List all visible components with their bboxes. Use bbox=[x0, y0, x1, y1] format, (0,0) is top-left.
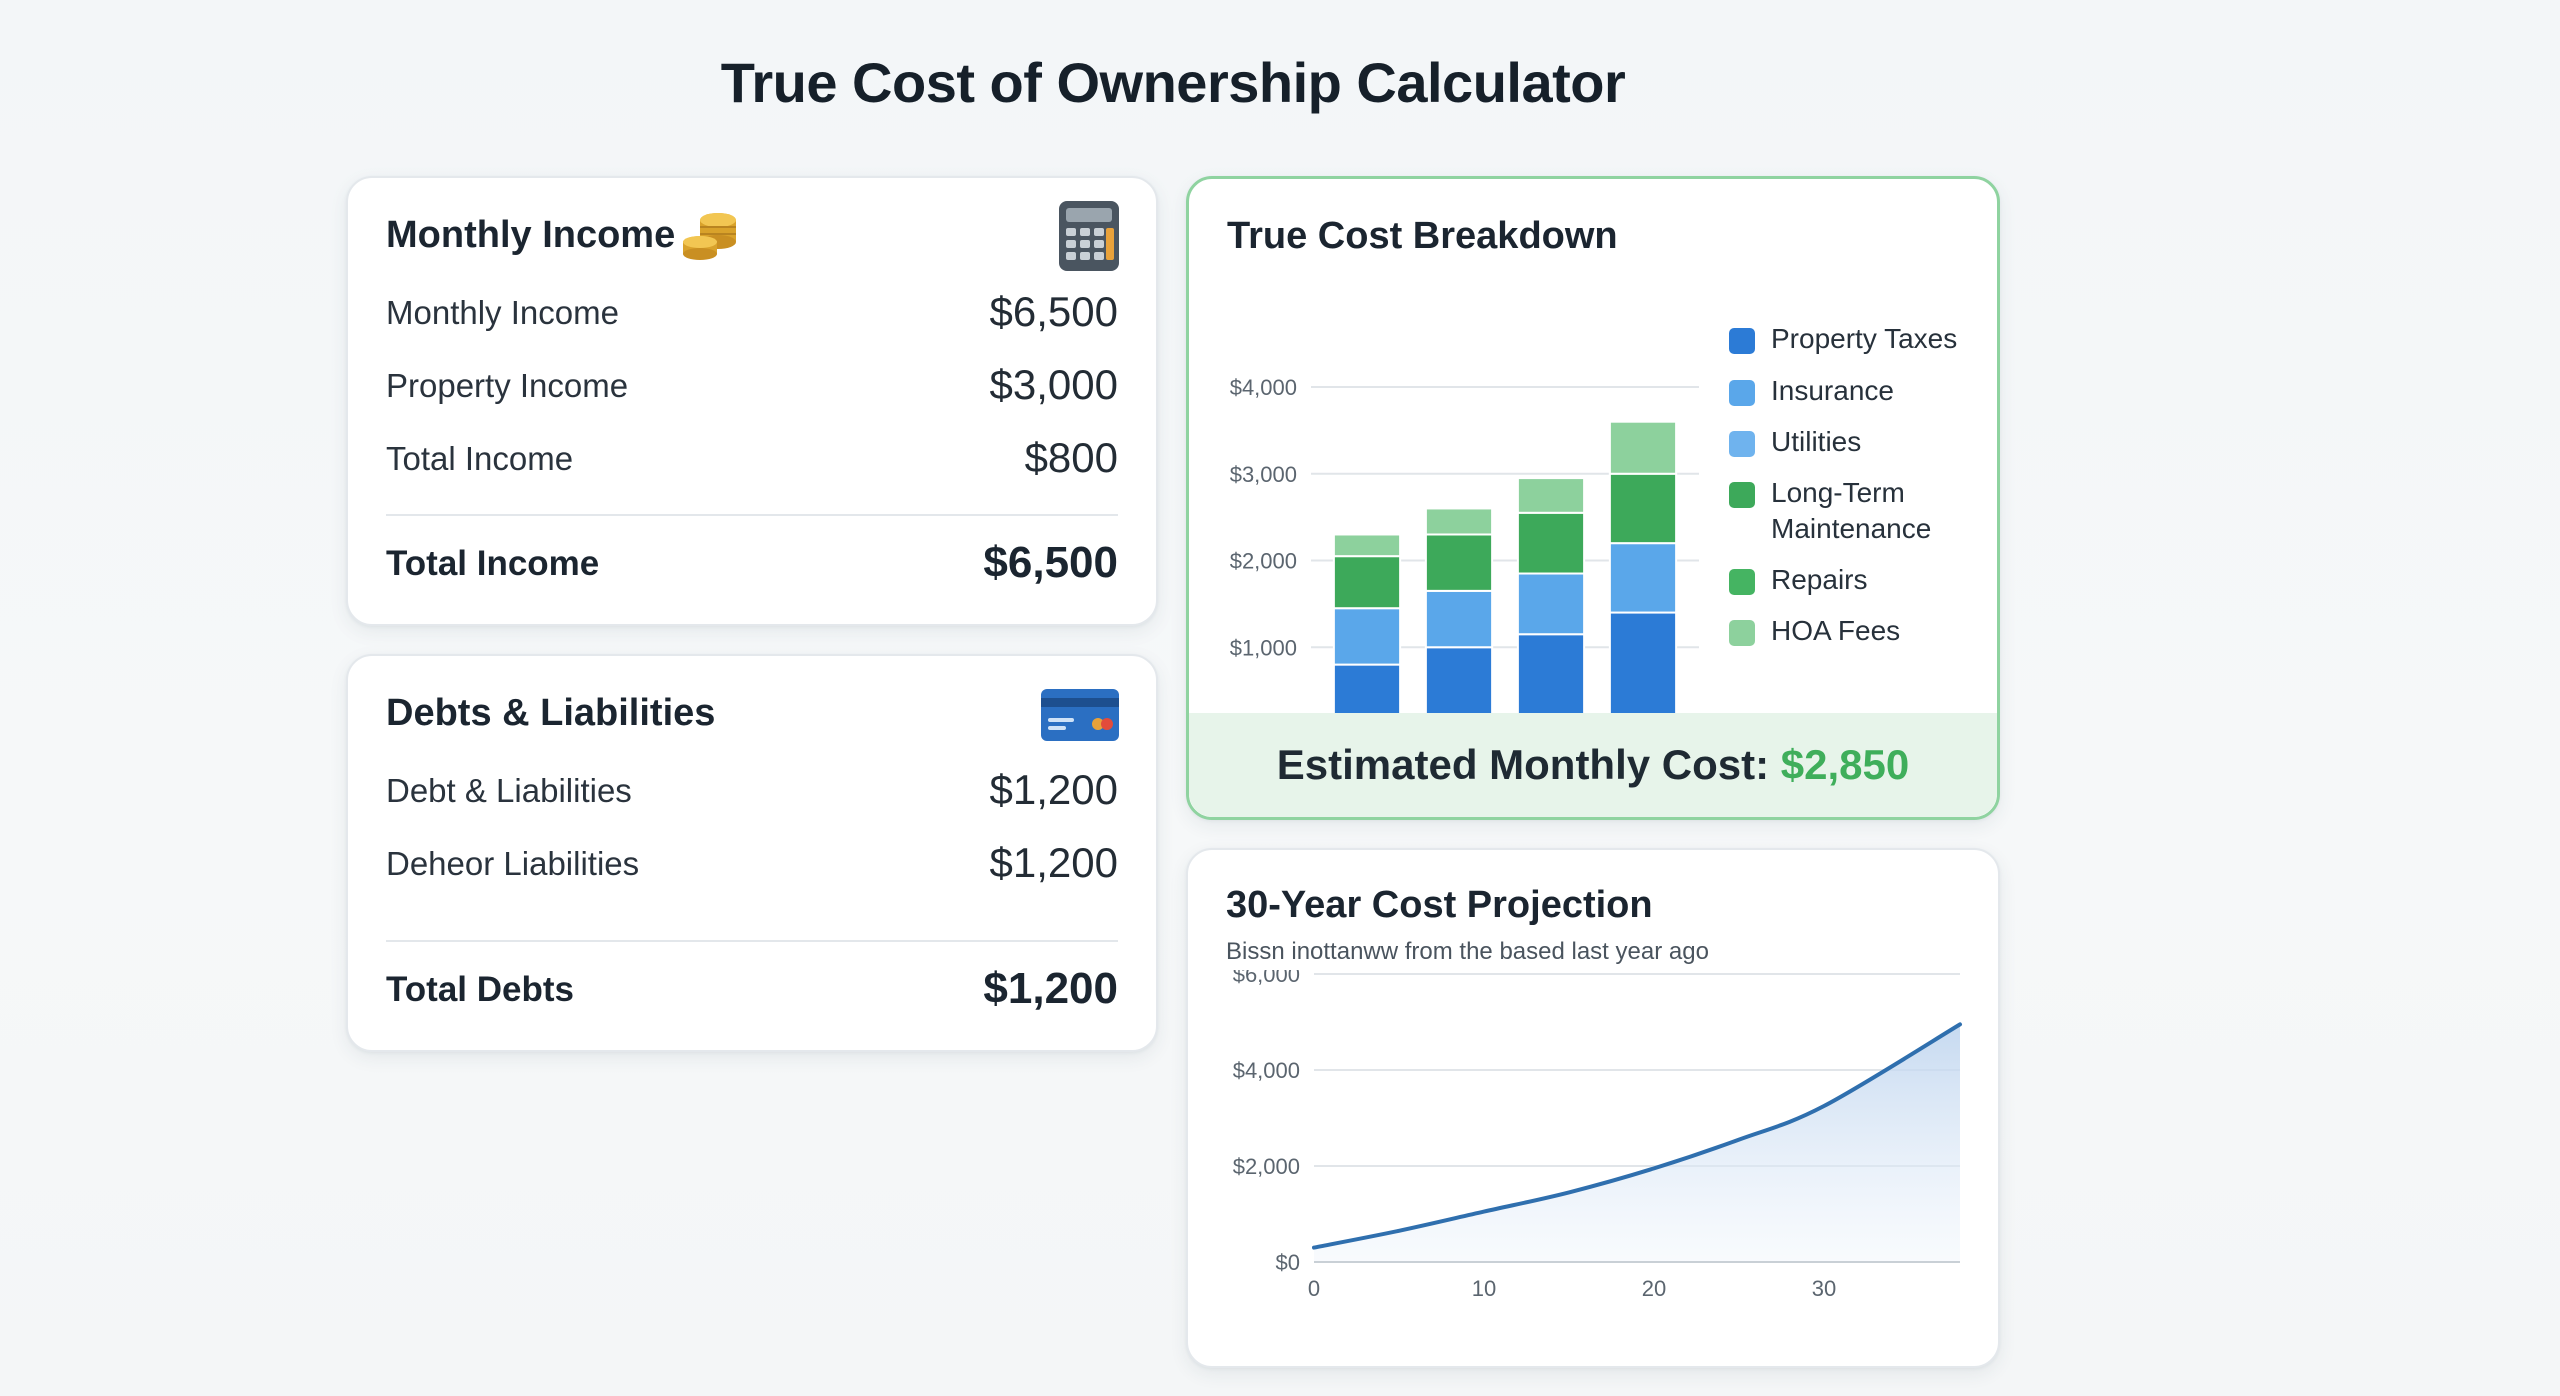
income-row-monthly: Monthly Income $6,500 bbox=[386, 286, 1118, 342]
debts-row-value[interactable]: $1,200 bbox=[989, 839, 1118, 886]
x-tick-label: 10 bbox=[1472, 1276, 1496, 1301]
debts-total-value: $1,200 bbox=[983, 964, 1118, 1013]
debts-liabilities-card: Debts & Liabilities Debt & Liabilities $… bbox=[346, 654, 1158, 1052]
credit-card-icon bbox=[1041, 689, 1119, 741]
bar-segment bbox=[1608, 472, 1678, 545]
bar-segment bbox=[1516, 572, 1586, 636]
debts-total-label: Total Debts bbox=[386, 970, 574, 1009]
debts-row-deheor: Deheor Liabilities $1,200 bbox=[386, 837, 1118, 893]
estimated-cost-value: $2,850 bbox=[1780, 741, 1910, 788]
estimated-cost-label: Estimated Monthly Cost: bbox=[1276, 741, 1770, 788]
y-tick-label: $0 bbox=[1276, 1250, 1300, 1275]
bar-segment bbox=[1424, 533, 1494, 592]
y-tick-label: $1,000 bbox=[1230, 635, 1297, 660]
income-total-value: $6,500 bbox=[983, 538, 1118, 587]
income-total-row: Total Income $6,500 bbox=[386, 536, 1118, 592]
estimated-monthly-cost: Estimated Monthly Cost: $2,850 bbox=[1189, 713, 1997, 817]
divider bbox=[386, 514, 1118, 516]
bar-segment bbox=[1332, 607, 1402, 666]
y-tick-label: $3,000 bbox=[1230, 462, 1297, 487]
debts-row-value[interactable]: $1,200 bbox=[989, 766, 1118, 813]
x-tick-label: 0 bbox=[1308, 1276, 1320, 1301]
area-fill bbox=[1314, 1024, 1960, 1262]
chart-legend: Property Taxes Insurance Utilities Long-Ter… bbox=[1729, 321, 1989, 651]
income-row-label: Total Income bbox=[386, 440, 574, 477]
y-tick-label: $4,000 bbox=[1233, 1058, 1300, 1083]
bar-segment bbox=[1332, 555, 1402, 610]
income-row-value[interactable]: $3,000 bbox=[989, 361, 1118, 408]
bar-segment bbox=[1516, 511, 1586, 575]
page-title: True Cost of Ownership Calculator bbox=[720, 51, 1626, 114]
bar-segment bbox=[1332, 533, 1402, 558]
projection-area-chart: $0 $2,000 $4,000 $6,000 0 10 20 30 bbox=[1233, 970, 1962, 1301]
legend-swatch bbox=[1729, 620, 1755, 646]
y-tick-label: $4,000 bbox=[1230, 375, 1297, 400]
income-row-value[interactable]: $6,500 bbox=[989, 288, 1118, 335]
y-tick-label: $2,000 bbox=[1230, 549, 1297, 574]
legend-swatch bbox=[1729, 328, 1755, 354]
projection-card: 30-Year Cost Projection Bissn inottanww … bbox=[1186, 848, 2000, 1368]
bar-segment bbox=[1424, 589, 1494, 649]
debts-row-label: Debt & Liabilities bbox=[386, 772, 632, 809]
income-row-value[interactable]: $800 bbox=[1024, 434, 1118, 481]
y-tick-label: $2,000 bbox=[1233, 1154, 1300, 1179]
income-row-label: Monthly Income bbox=[386, 294, 619, 331]
debts-title: Debts & Liabilities bbox=[386, 692, 716, 734]
income-total-label: Total Income bbox=[386, 544, 600, 583]
monthly-income-card: Monthly Income Monthly Income $6,500 Pro… bbox=[346, 176, 1158, 626]
legend-label: HOA Fees bbox=[1771, 615, 1901, 646]
x-tick-label: 20 bbox=[1642, 1276, 1666, 1301]
legend-label: Insurance bbox=[1771, 375, 1894, 406]
legend-label: Repairs bbox=[1771, 564, 1868, 595]
legend-label: Long-Term Maintenance bbox=[1771, 477, 1932, 544]
income-row-property: Property Income $3,000 bbox=[386, 359, 1118, 415]
bar-segment bbox=[1516, 477, 1586, 514]
true-cost-breakdown-card: True Cost Breakdown $0$1,000$2,000$3,000… bbox=[1186, 176, 2000, 820]
bar-segment bbox=[1424, 507, 1494, 536]
debts-row-label: Deheor Liabilities bbox=[386, 845, 640, 882]
projection-subtitle: Bissn inottanww from the based last year… bbox=[1226, 938, 1709, 965]
projection-line bbox=[1312, 1022, 1962, 1250]
bar-segment bbox=[1608, 542, 1678, 614]
debts-row-debt: Debt & Liabilities $1,200 bbox=[386, 764, 1118, 820]
income-row-total: Total Income $800 bbox=[386, 432, 1118, 488]
monthly-income-title: Monthly Income bbox=[386, 214, 676, 256]
bar-segment bbox=[1608, 420, 1678, 475]
calculator-icon[interactable] bbox=[1058, 200, 1120, 272]
x-tick-label: 30 bbox=[1812, 1276, 1836, 1301]
legend-swatch bbox=[1729, 482, 1755, 508]
legend-swatch bbox=[1729, 569, 1755, 595]
projection-title: 30-Year Cost Projection bbox=[1226, 884, 1653, 926]
legend-label: Property Taxes bbox=[1771, 323, 1958, 354]
coins-icon bbox=[683, 213, 736, 260]
divider bbox=[386, 940, 1118, 942]
breakdown-title: True Cost Breakdown bbox=[1227, 215, 1618, 257]
legend-label: Utilities bbox=[1771, 426, 1862, 457]
debts-total-row: Total Debts $1,200 bbox=[386, 962, 1118, 1018]
y-tick-label: $6,000 bbox=[1233, 970, 1300, 987]
legend-swatch bbox=[1729, 431, 1755, 457]
income-row-label: Property Income bbox=[386, 367, 629, 404]
legend-swatch bbox=[1729, 380, 1755, 406]
